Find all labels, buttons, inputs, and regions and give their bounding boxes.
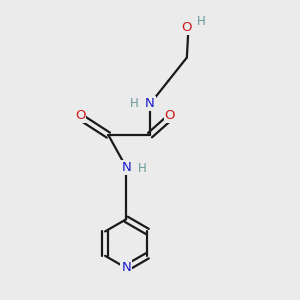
Text: O: O bbox=[182, 21, 192, 34]
Text: N: N bbox=[121, 262, 131, 275]
Text: N: N bbox=[121, 161, 131, 174]
Text: H: H bbox=[130, 97, 139, 110]
Text: H: H bbox=[197, 15, 206, 28]
Text: O: O bbox=[75, 109, 86, 122]
Text: H: H bbox=[138, 162, 147, 175]
Text: O: O bbox=[165, 109, 175, 122]
Text: N: N bbox=[145, 98, 155, 110]
